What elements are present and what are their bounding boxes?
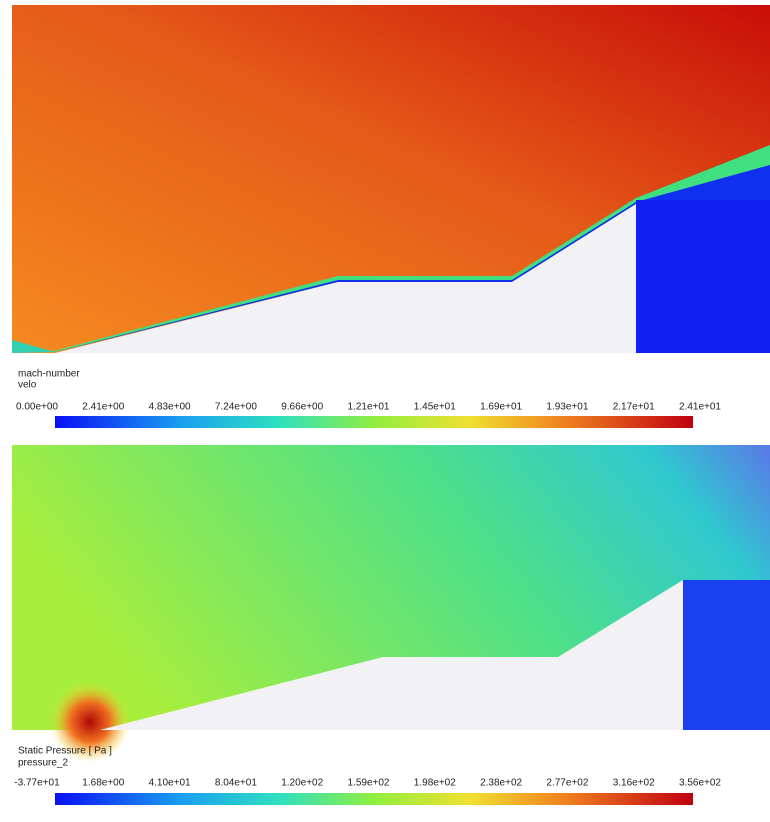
tick-label: 7.24e+00 <box>215 402 257 413</box>
tick-label: 1.69e+01 <box>480 402 522 413</box>
tick-label: 8.04e+01 <box>215 778 257 789</box>
legend-subtitle: pressure_2 <box>18 758 68 769</box>
tick-label: 2.41e+01 <box>679 402 721 413</box>
tick-label: 1.68e+00 <box>82 778 124 789</box>
legend-subtitle: velo <box>18 380 37 391</box>
tick-label: 2.17e+01 <box>613 402 655 413</box>
colorbar-ticks: -3.77e+01 1.68e+00 4.10e+01 8.04e+01 1.20e+0… <box>14 778 721 789</box>
tick-label: 3.16e+02 <box>613 778 655 789</box>
tick-label: 4.10e+01 <box>149 778 191 789</box>
tick-label: 3.56e+02 <box>679 778 721 789</box>
tick-label: 2.41e+00 <box>82 402 124 413</box>
tick-label: 2.77e+02 <box>546 778 588 789</box>
legend-title: Static Pressure [ Pa ] <box>18 746 112 757</box>
pressure-contour <box>12 445 770 762</box>
tick-label: 4.83e+00 <box>149 402 191 413</box>
tick-label: 0.00e+00 <box>16 402 58 413</box>
colorbar <box>55 793 693 805</box>
tick-label: 1.93e+01 <box>546 402 588 413</box>
tick-label: 1.45e+01 <box>414 402 456 413</box>
velocity-contour <box>12 5 770 353</box>
tick-label: 1.59e+02 <box>348 778 390 789</box>
colorbar-ticks: 0.00e+00 2.41e+00 4.83e+00 7.24e+00 9.66e+00… <box>16 402 721 413</box>
tick-label: 1.98e+02 <box>414 778 456 789</box>
colorbar <box>55 416 693 428</box>
tick-label: 1.21e+01 <box>348 402 390 413</box>
tick-label: 1.20e+02 <box>281 778 323 789</box>
legend-title: mach-number <box>18 369 80 380</box>
tick-label: -3.77e+01 <box>14 778 60 789</box>
screenshot: mach-number velo 0.00e+00 2.41e+00 4.83e+0… <box>0 0 770 822</box>
tick-label: 9.66e+00 <box>281 402 323 413</box>
tick-label: 2.38e+02 <box>480 778 522 789</box>
